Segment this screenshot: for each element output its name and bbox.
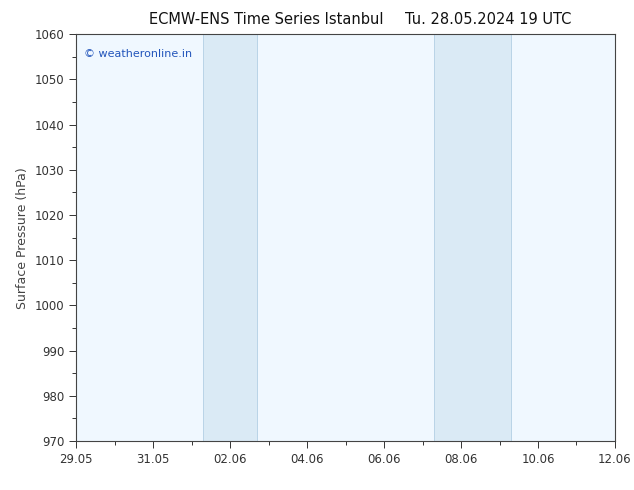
Bar: [203, 34, 257, 441]
Text: ECMW-ENS Time Series Istanbul: ECMW-ENS Time Series Istanbul: [149, 12, 384, 27]
Y-axis label: Surface Pressure (hPa): Surface Pressure (hPa): [16, 167, 29, 309]
Bar: [434, 34, 511, 441]
Text: © weatheronline.in: © weatheronline.in: [84, 49, 192, 58]
Text: Tu. 28.05.2024 19 UTC: Tu. 28.05.2024 19 UTC: [405, 12, 571, 27]
